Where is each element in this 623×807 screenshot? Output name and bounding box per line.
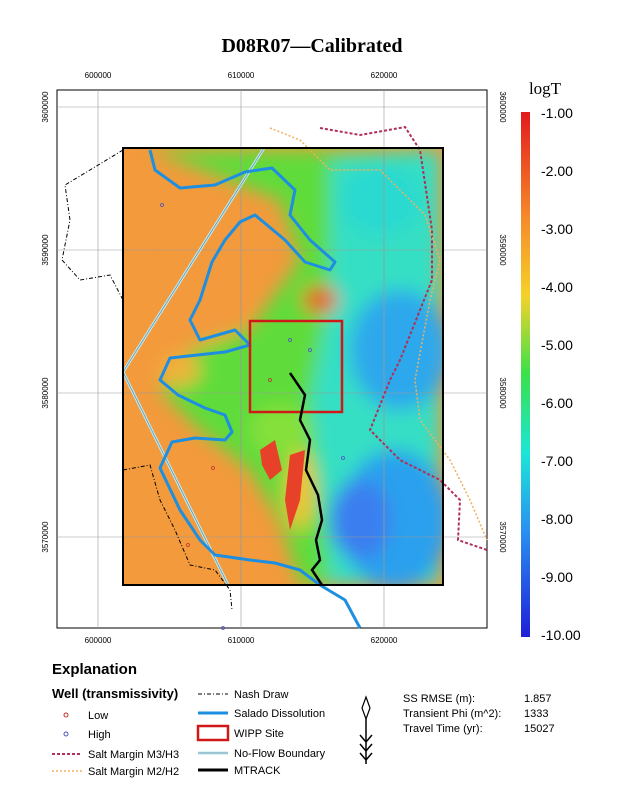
colorbar-label: -8.00 bbox=[541, 511, 573, 527]
stat-label: Transient Phi (m^2): bbox=[403, 708, 501, 720]
legend-low-symbol bbox=[63, 712, 69, 718]
x-tick-label: 620000 bbox=[371, 636, 398, 645]
legend-label: MTRACK bbox=[234, 765, 281, 777]
colorbar-labels: -1.00 -2.00 -3.00 -4.00 -5.00 -6.00 -7.00 -8.00… bbox=[541, 105, 581, 643]
x-tick-label: 610000 bbox=[228, 636, 255, 645]
y-tick-label: 3600000 bbox=[498, 91, 507, 123]
colorbar-label: -9.00 bbox=[541, 569, 573, 585]
stat-label: Travel Time (yr): bbox=[403, 723, 483, 735]
legend-label: Salado Dissolution bbox=[234, 708, 325, 720]
y-tick-label: 3570000 bbox=[41, 521, 50, 553]
legend-high-symbol bbox=[63, 731, 69, 737]
legend-label: No-Flow Boundary bbox=[234, 748, 326, 760]
well-title: Well (transmissivity) bbox=[52, 686, 178, 701]
explanation-title: Explanation bbox=[52, 661, 137, 678]
north-arrow bbox=[359, 695, 373, 764]
y-tick-label: 3580000 bbox=[498, 377, 507, 409]
x-tick-label: 620000 bbox=[371, 71, 398, 80]
y-tick-label: 3570000 bbox=[498, 521, 507, 553]
legend-label: WIPP Site bbox=[234, 728, 284, 740]
colorbar-label: -4.00 bbox=[541, 279, 573, 295]
stat-label: SS RMSE (m): bbox=[403, 693, 475, 705]
model-domain bbox=[122, 147, 444, 586]
tick-labels: 600000 610000 620000 600000 610000 62000… bbox=[41, 71, 507, 645]
mtrack bbox=[288, 372, 324, 586]
wipp-site bbox=[248, 319, 344, 414]
x-tick-label: 610000 bbox=[228, 71, 255, 80]
x-tick-label: 600000 bbox=[85, 636, 112, 645]
legend-label: Nash Draw bbox=[234, 689, 288, 701]
stats: SS RMSE (m): 1.857 Transient Phi (m^2): 133… bbox=[403, 693, 555, 735]
legend-wipp bbox=[196, 724, 230, 742]
salt-margin-m2h2 bbox=[269, 127, 488, 541]
grid bbox=[57, 90, 487, 628]
y-tick-label: 3590000 bbox=[498, 234, 507, 266]
stat-value: 15027 bbox=[524, 723, 555, 735]
legend-label: Salt Margin M3/H3 bbox=[88, 749, 179, 761]
legend-label: High bbox=[88, 729, 111, 741]
colorbar-label: -7.00 bbox=[541, 453, 573, 469]
colorbar-label: -5.00 bbox=[541, 337, 573, 353]
colorbar bbox=[521, 112, 530, 637]
stat-value: 1.857 bbox=[524, 693, 552, 705]
wells bbox=[160, 203, 345, 630]
salt-margin-m3h3 bbox=[319, 125, 488, 551]
transmissivity-field bbox=[123, 148, 443, 585]
salado-dissolution bbox=[148, 149, 362, 629]
colorbar-label: -10.00 bbox=[541, 627, 581, 643]
y-tick-label: 3580000 bbox=[41, 377, 50, 409]
y-tick-label: 3590000 bbox=[41, 234, 50, 266]
x-tick-label: 600000 bbox=[85, 71, 112, 80]
colorbar-label: -3.00 bbox=[541, 221, 573, 237]
legend-label: Salt Margin M2/H2 bbox=[88, 766, 179, 778]
colorbar-label: -6.00 bbox=[541, 395, 573, 411]
title: D08R07—Calibrated bbox=[221, 35, 402, 57]
colorbar-label: -2.00 bbox=[541, 163, 573, 179]
nash-draw bbox=[61, 149, 233, 611]
y-tick-label: 3600000 bbox=[41, 91, 50, 123]
legend-label: Low bbox=[88, 710, 108, 722]
stat-value: 1333 bbox=[524, 708, 548, 720]
colorbar-label: -1.00 bbox=[541, 105, 573, 121]
colorbar-title: logT bbox=[529, 79, 562, 98]
